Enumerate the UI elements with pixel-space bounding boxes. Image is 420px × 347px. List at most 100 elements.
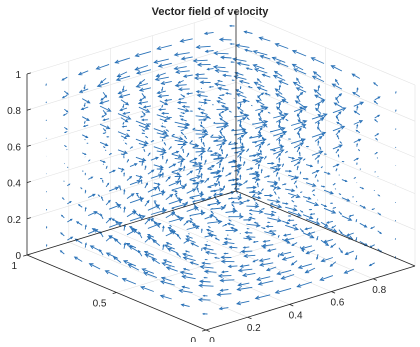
vector-arrow <box>255 179 257 183</box>
vector-arrow <box>237 62 249 65</box>
vector-arrow <box>288 157 294 159</box>
vector-arrow <box>124 173 125 176</box>
vector-arrow <box>67 184 69 186</box>
vector-arrow <box>235 72 243 75</box>
arrow-head <box>340 194 341 195</box>
vector-arrow <box>152 218 154 219</box>
vector-arrow <box>145 254 157 259</box>
vector-arrow <box>124 225 126 231</box>
arrow-head <box>289 216 290 217</box>
vector-arrow <box>142 130 144 131</box>
arrow-shaft <box>297 92 302 97</box>
x-axis-line <box>206 266 415 330</box>
x-tick-label: 0 <box>209 336 215 342</box>
vector-arrow <box>180 180 181 185</box>
vector-arrow <box>169 181 179 185</box>
vector-arrow <box>375 97 380 100</box>
vector-arrow <box>214 65 226 68</box>
arrow-head <box>107 137 108 138</box>
vector-arrow <box>258 93 263 97</box>
y-tick-label: 0 <box>190 336 196 342</box>
arrow-shaft <box>375 172 376 173</box>
vector-arrow <box>333 108 346 113</box>
x-tick-mark <box>206 330 210 332</box>
vector-arrow <box>270 146 283 150</box>
vector-arrow <box>279 158 280 162</box>
vector-arrow <box>142 133 145 134</box>
vector-arrow <box>64 145 66 146</box>
vector-arrow <box>237 301 249 305</box>
vector-arrow <box>311 214 315 215</box>
vector-arrow <box>82 135 87 138</box>
vector-arrow <box>205 244 210 246</box>
arrow-head <box>201 122 202 123</box>
vector-arrow <box>240 139 241 144</box>
z-tick-mark <box>27 73 31 74</box>
vector-arrow <box>305 268 315 273</box>
vector-arrow <box>67 237 72 240</box>
vector-arrow <box>255 68 267 73</box>
vector-arrow <box>199 170 200 174</box>
vector-arrow <box>300 211 302 212</box>
vector-arrow <box>339 212 341 215</box>
vector-arrow <box>127 194 134 199</box>
vector-arrow <box>226 93 231 95</box>
vector-arrow <box>245 232 252 234</box>
vector-arrow <box>102 180 103 182</box>
vector-arrow <box>82 107 89 110</box>
vector-arrow <box>370 245 375 247</box>
arrow-head <box>85 191 86 192</box>
vector-arrow <box>230 111 232 112</box>
vector-arrow <box>217 293 231 296</box>
vector-arrow <box>259 37 270 41</box>
vector-arrow <box>106 183 109 187</box>
vector-arrow <box>231 146 244 149</box>
vector-arrow <box>267 225 274 227</box>
vector-arrow <box>318 122 320 127</box>
vector-arrow <box>217 178 219 182</box>
vector-arrow <box>211 135 213 137</box>
vector-arrow <box>163 245 164 250</box>
vector-arrow <box>151 209 166 214</box>
vector-arrow <box>303 178 308 179</box>
vector-arrow <box>318 128 321 132</box>
vector-arrow <box>139 232 142 238</box>
z-tick-label: 1 <box>15 70 21 81</box>
vector-arrow <box>254 241 259 242</box>
vector-arrow <box>264 194 272 196</box>
vector-arrow <box>112 219 118 222</box>
vector-arrow <box>64 91 68 94</box>
vector-arrow <box>85 243 86 247</box>
vector-arrow <box>301 246 312 250</box>
vector-arrow <box>156 73 165 77</box>
vector-arrow <box>196 132 208 135</box>
vector-arrow <box>85 208 86 212</box>
vector-arrow <box>268 249 276 252</box>
arrow-head <box>123 154 124 155</box>
vector-arrow <box>370 263 375 266</box>
vector-arrow <box>198 108 204 110</box>
vector-arrow <box>261 228 264 229</box>
vector-arrow <box>243 273 255 276</box>
vector-arrow <box>205 178 209 182</box>
z-tick-label: 0.6 <box>7 142 21 153</box>
vector-arrow <box>324 239 333 242</box>
vector-arrow <box>247 236 256 239</box>
arrow-head <box>201 139 202 140</box>
vector-arrow <box>118 150 127 154</box>
vector-arrow <box>180 39 192 43</box>
vector-arrow <box>372 209 374 210</box>
vector-arrow <box>375 120 378 122</box>
vector-arrow <box>130 216 145 221</box>
vector-arrow <box>142 164 143 166</box>
vector-arrow <box>240 194 241 197</box>
vector-arrow <box>236 44 249 47</box>
vector-arrow <box>202 262 210 265</box>
vector-arrow <box>118 132 129 137</box>
vector-arrow <box>188 233 189 234</box>
arrow-head <box>173 208 174 209</box>
vector-arrow <box>103 92 106 97</box>
vector-arrow <box>288 139 290 140</box>
vector-arrow <box>123 278 136 284</box>
vector-arrow <box>256 100 264 105</box>
